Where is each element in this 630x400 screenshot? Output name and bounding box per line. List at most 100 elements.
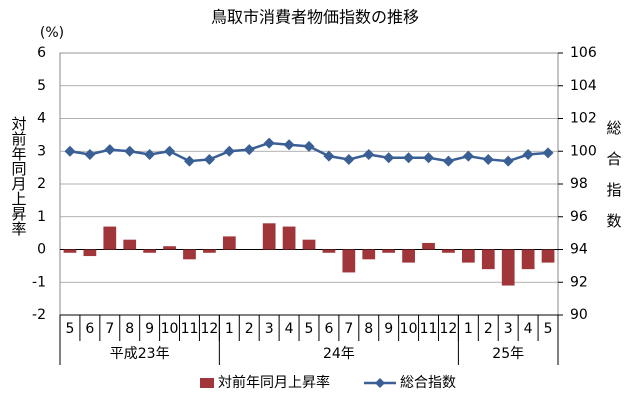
marker [303,140,315,152]
x-tick-label: 10 [400,321,418,337]
bar [183,249,196,260]
x-tick-label: 6 [85,321,94,337]
bar [342,249,356,273]
bar [63,249,77,253]
x-tick-label: 5 [544,321,553,337]
marker [243,144,255,156]
y2-tick-label: 106 [570,45,597,61]
x-tick-label: 12 [200,321,218,337]
x-tick-label: 2 [245,321,254,337]
y-tick-label: -1 [32,274,46,290]
x-tick-label: 7 [344,321,353,337]
marker [223,145,235,157]
x-tick-label: 2 [484,321,493,337]
marker [462,150,474,162]
y2-tick-label: 90 [570,307,588,323]
marker [64,145,76,157]
bar [282,226,296,250]
bar [203,249,216,253]
y-tick-label: 0 [37,242,46,258]
marker [383,152,395,164]
x-tick-label: 1 [464,321,473,337]
bar [521,249,535,270]
bar [541,249,555,263]
legend-label: 総合指数 [400,375,456,391]
marker [423,152,435,164]
marker [183,155,195,167]
x-tick-label: 9 [384,321,393,337]
bar [481,249,495,270]
bar [143,249,157,253]
x-tick-label: 11 [181,321,199,337]
group-label: 24年 [323,346,355,362]
y2-tick-label: 104 [570,78,597,94]
bar [83,249,97,257]
bar [362,249,376,260]
marker [522,149,534,161]
marker [363,149,375,161]
bar [461,249,475,263]
chart-title: 鳥取市消費者物価指数の推移 [211,8,419,27]
y-axis-label: 対前年同月上昇率 [10,116,28,236]
y-tick-label: 5 [37,78,46,94]
x-tick-label: 4 [285,321,294,337]
bar [422,242,435,250]
marker [84,149,96,161]
y-tick-label: 1 [37,209,46,225]
x-tick-label: 5 [65,321,74,337]
y2-axis-label: 総合指数 [605,120,623,244]
bar [382,249,396,253]
marker [343,153,355,165]
y-unit: (%) [40,25,64,41]
marker [263,137,275,149]
marker [144,149,156,161]
bar [262,223,276,250]
y-tick-label: 4 [37,111,46,127]
marker [203,153,215,165]
group-label: 25年 [492,346,524,362]
bar [501,249,515,286]
bar [103,226,117,250]
bar [322,249,336,253]
y-tick-label: 2 [37,176,46,192]
bar [302,239,316,250]
x-tick-label: 11 [420,321,438,337]
y-tick-label: -2 [32,307,46,323]
legend-swatch [200,378,214,388]
marker [283,139,295,151]
x-tick-label: 10 [161,321,179,337]
marker [323,150,335,162]
y2-tick-label: 92 [570,274,588,290]
x-tick-label: 6 [324,321,333,337]
x-tick-label: 3 [504,321,513,337]
x-tick-label: 8 [125,321,134,337]
x-tick-label: 12 [440,321,458,337]
marker [403,152,415,164]
y2-tick-label: 102 [570,111,597,127]
marker [104,144,116,156]
x-tick-label: 7 [105,321,114,337]
y2-tick-label: 100 [570,143,597,159]
y-tick-label: 3 [37,143,46,159]
x-tick-label: 9 [145,321,154,337]
legend-marker [375,378,385,388]
bar [163,246,176,250]
marker [124,145,136,157]
y2-tick-label: 98 [570,176,588,192]
x-tick-label: 3 [265,321,274,337]
marker [482,153,494,165]
legend-label: 対前年同月上昇率 [218,374,330,391]
bar [402,249,415,263]
bar [222,236,236,250]
x-tick-label: 5 [305,321,314,337]
marker [502,155,514,167]
x-tick-label: 4 [524,321,533,337]
marker [542,147,554,159]
group-label: 平成23年 [110,346,170,362]
y-tick-label: 6 [37,45,46,61]
x-tick-label: 8 [364,321,373,337]
x-tick-label: 1 [225,321,234,337]
bar [123,239,137,250]
bar [442,249,455,253]
